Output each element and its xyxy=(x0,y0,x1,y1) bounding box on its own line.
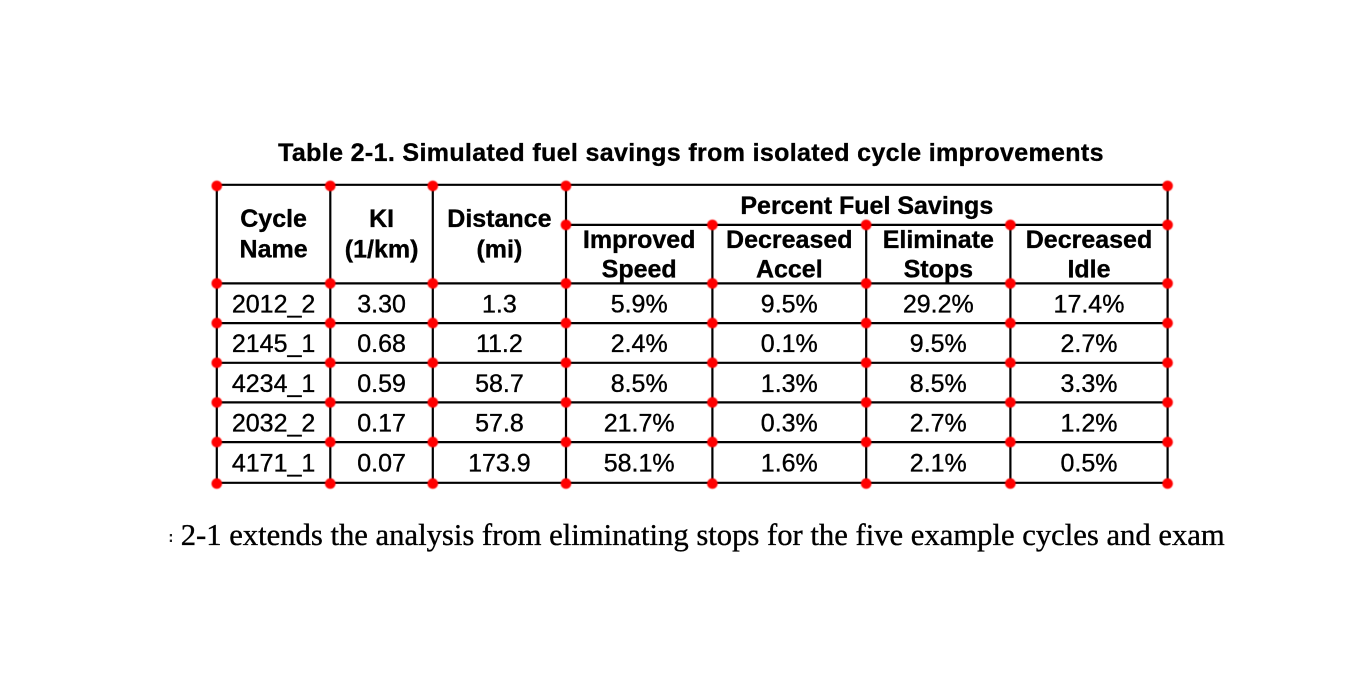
svg-text:2012_2: 2012_2 xyxy=(232,291,315,319)
svg-text:2.1%: 2.1% xyxy=(910,449,967,477)
svg-text:Eliminate: Eliminate xyxy=(883,226,994,254)
svg-text:0.17: 0.17 xyxy=(357,410,406,438)
svg-text:3.3%: 3.3% xyxy=(1061,370,1118,398)
svg-text:2145_1: 2145_1 xyxy=(232,330,315,358)
svg-text:KI: KI xyxy=(369,205,394,233)
svg-text:0.68: 0.68 xyxy=(357,330,406,358)
svg-text:Percent Fuel Savings: Percent Fuel Savings xyxy=(740,192,993,220)
svg-text:Decreased: Decreased xyxy=(1026,226,1152,254)
svg-text:0.5%: 0.5% xyxy=(1061,449,1118,477)
svg-text:9.5%: 9.5% xyxy=(910,330,967,358)
svg-text:21.7%: 21.7% xyxy=(604,410,675,438)
svg-text:3.30: 3.30 xyxy=(357,291,406,319)
svg-text:2032_2: 2032_2 xyxy=(232,410,315,438)
svg-text:29.2%: 29.2% xyxy=(903,291,974,319)
svg-text:1.2%: 1.2% xyxy=(1061,410,1118,438)
svg-text:2.7%: 2.7% xyxy=(1061,330,1118,358)
svg-text:Distance: Distance xyxy=(447,205,551,233)
svg-text:0.07: 0.07 xyxy=(357,449,406,477)
svg-text:Speed: Speed xyxy=(602,256,677,284)
svg-text:0.1%: 0.1% xyxy=(761,330,818,358)
svg-text:2.4%: 2.4% xyxy=(611,330,668,358)
svg-text:Decreased: Decreased xyxy=(726,226,852,254)
svg-text:58.7: 58.7 xyxy=(475,370,524,398)
svg-text:4171_1: 4171_1 xyxy=(232,449,315,477)
svg-text:1.3: 1.3 xyxy=(482,291,517,319)
svg-text:Table 2-1. Simulated fuel savi: Table 2-1. Simulated fuel savings from i… xyxy=(278,139,1104,167)
svg-text:0.3%: 0.3% xyxy=(761,410,818,438)
svg-text:1.3%: 1.3% xyxy=(761,370,818,398)
svg-text:2-1 extends the analysis from: 2-1 extends the analysis from eliminatin… xyxy=(181,518,1225,552)
svg-text:17.4%: 17.4% xyxy=(1054,291,1125,319)
svg-text:2.7%: 2.7% xyxy=(910,410,967,438)
svg-text:Idle: Idle xyxy=(1067,256,1110,284)
svg-text:58.1%: 58.1% xyxy=(604,449,675,477)
svg-text:57.8: 57.8 xyxy=(475,410,524,438)
svg-text:11.2: 11.2 xyxy=(476,330,523,358)
svg-text:8.5%: 8.5% xyxy=(910,370,967,398)
svg-text:4234_1: 4234_1 xyxy=(232,370,315,398)
svg-text:8.5%: 8.5% xyxy=(611,370,668,398)
svg-text:(1/km): (1/km) xyxy=(345,236,419,264)
svg-text:9.5%: 9.5% xyxy=(761,291,818,319)
svg-text:173.9: 173.9 xyxy=(468,449,531,477)
svg-text:Improved: Improved xyxy=(583,226,696,254)
svg-text:Cycle: Cycle xyxy=(240,205,307,233)
svg-text:1.6%: 1.6% xyxy=(761,449,818,477)
svg-text:(mi): (mi) xyxy=(476,236,522,264)
svg-text:Accel: Accel xyxy=(756,256,823,284)
svg-text:Stops: Stops xyxy=(904,256,973,284)
svg-text:Name: Name xyxy=(240,236,308,264)
svg-text:5.9%: 5.9% xyxy=(611,291,668,319)
svg-text:0.59: 0.59 xyxy=(357,370,406,398)
